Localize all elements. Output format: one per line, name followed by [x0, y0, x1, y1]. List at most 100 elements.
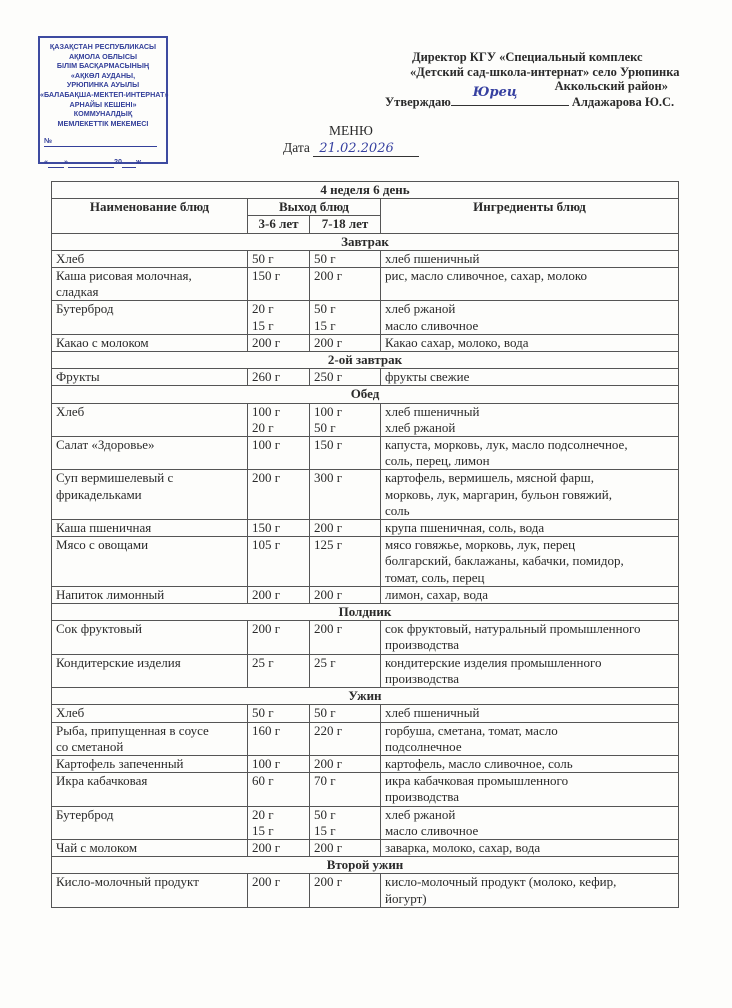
col-age-7-18-header: 7-18 лет: [309, 215, 381, 234]
table-row: Икра кабачковая 60 г 70 г икра кабачковая п…: [51, 772, 679, 807]
dish-name: Суп вермишелевый с фрикадельками: [51, 469, 248, 521]
dish-name: Икра кабачковая: [51, 772, 248, 807]
portion-3-6: 200 г: [247, 585, 310, 605]
dish-name: Хлеб: [51, 704, 248, 723]
table-row: Бутерброд 20 г 15 г 50 г 15 г хлеб ржаной м…: [51, 300, 679, 335]
portion-7-18: 50 г 15 г: [309, 300, 381, 335]
dish-name: Напиток лимонный: [51, 585, 248, 605]
dish-name: Бутерброд: [51, 300, 248, 335]
portion-7-18: 200 г: [309, 838, 381, 858]
dish-name: Кисло-молочный продукт: [51, 873, 248, 908]
approval-signature-line: Утверждаю Юрец Алдажарова Ю.С.: [385, 85, 675, 110]
ingredients: хлеб пшеничный хлеб ржаной: [380, 402, 679, 438]
section-title: Ужин: [51, 687, 679, 706]
table-row: Хлеб 100 г 20 г 100 г 50 г хлеб пшеничный х…: [51, 402, 679, 438]
portion-7-18: 200 г: [309, 620, 381, 655]
portion-3-6: 50 г: [247, 249, 310, 269]
section-title: Завтрак: [51, 232, 679, 251]
table-row: Чай с молоком 200 г 200 г заварка, молоко, …: [51, 838, 679, 858]
section-row: Полдник: [51, 603, 679, 622]
approval-line-3: Аккольский район»: [554, 79, 668, 93]
ingredients: картофель, масло сливочное, соль: [380, 754, 679, 774]
table-row: Салат «Здоровье» 100 г 150 г капуста, морко…: [51, 436, 679, 471]
portion-3-6: 60 г: [247, 772, 310, 807]
dish-name: Хлеб: [51, 402, 248, 438]
portion-7-18: 200 г: [309, 585, 381, 605]
portion-7-18: 70 г: [309, 772, 381, 807]
portion-7-18: 50 г: [309, 249, 381, 269]
approve-label: Утверждаю: [385, 95, 451, 109]
stamp-text-line: УРЮПИНКА АУЫЛЫ: [66, 80, 140, 90]
ingredients: горбуша, сметана, томат, масло подсолнеч…: [380, 721, 679, 756]
section-title: 2-ой завтрак: [51, 351, 679, 370]
stamp-number-line: №: [40, 136, 166, 147]
ingredients: хлеб ржаной масло сливочное: [380, 300, 679, 335]
portion-3-6: 100 г: [247, 436, 310, 471]
portion-7-18: 300 г: [309, 469, 381, 521]
week-day: 4 неделя 6 день: [51, 180, 679, 200]
portion-3-6: 200 г: [247, 838, 310, 858]
dish-name: Кондитерские изделия: [51, 653, 248, 689]
portion-3-6: 200 г: [247, 333, 310, 353]
ingredients: икра кабачковая промышленного производст…: [380, 772, 679, 807]
stamp-number-label: №: [44, 136, 53, 147]
portion-3-6: 100 г 20 г: [247, 402, 310, 438]
portion-7-18: 125 г: [309, 536, 381, 587]
ingredients: хлеб ржаной масло сливочное: [380, 805, 679, 840]
portion-3-6: 105 г: [247, 536, 310, 587]
ingredients: кисло-молочный продукт (молоко, кефир, й…: [380, 873, 679, 908]
portion-7-18: 100 г 50 г: [309, 402, 381, 438]
portion-3-6: 100 г: [247, 754, 310, 774]
director-signature: Юрец: [472, 85, 518, 100]
table-row: Кисло-молочный продукт 200 г 200 г кисло-мо…: [51, 873, 679, 908]
approval-line-1: Директор КГУ «Специальный комплекс: [412, 50, 643, 64]
official-stamp: ҚАЗАҚСТАН РЕСПУБЛИКАСЫ АҚМОЛА ОБЛЫСЫ БІЛІМ…: [38, 36, 169, 168]
portion-7-18: 250 г: [309, 368, 381, 387]
menu-table: 4 неделя 6 день Наименование блюд Выход …: [51, 180, 679, 908]
ingredients: рис, масло сливочное, сахар, молоко: [380, 267, 679, 302]
week-day-row: 4 неделя 6 день: [51, 180, 679, 200]
ingredients: кондитерские изделия промышленного произ…: [380, 653, 679, 689]
stamp-text-line: АРНАЙЫ КЕШЕНІ»: [69, 99, 137, 109]
portion-7-18: 50 г: [309, 704, 381, 723]
table-row: Какао с молоком 200 г 200 г Какао сахар, мо…: [51, 333, 679, 353]
table-row: Рыба, припущенная в соусе со сметаной 160…: [51, 721, 679, 756]
table-row: Суп вермишелевый с фрикадельками 200 г 300…: [51, 469, 679, 521]
dish-name: Фрукты: [51, 368, 248, 387]
table-row: Бутерброд 20 г 15 г 50 г 15 г хлеб ржаной м…: [51, 805, 679, 840]
ingredients: картофель, вермишель, мясной фарш, морко…: [380, 469, 679, 521]
table-row: Сок фруктовый 200 г 200 г сок фруктовый, на…: [51, 620, 679, 655]
portion-3-6: 260 г: [247, 368, 310, 387]
ingredients: фрукты свежие: [380, 368, 679, 387]
approval-line-2: «Детский сад-школа-интернат» село Урюпин…: [410, 65, 680, 79]
col-ingredients-header: Ингредиенты блюд: [380, 198, 679, 234]
dish-name: Каша рисовая молочная, сладкая: [51, 267, 248, 302]
portion-7-18: 25 г: [309, 653, 381, 689]
portion-3-6: 200 г: [247, 873, 310, 908]
dish-name: Хлеб: [51, 249, 248, 269]
director-name: Алдажарова Ю.С.: [571, 95, 675, 109]
header-row-ages: 3-6 лет 7-18 лет: [52, 215, 679, 234]
dish-name: Салат «Здоровье»: [51, 436, 248, 471]
portion-3-6: 160 г: [247, 721, 310, 756]
table-row: Хлеб 50 г 50 г хлеб пшеничный: [51, 704, 679, 723]
portion-7-18: 150 г: [309, 436, 381, 471]
col-output-header: Выход блюд: [247, 198, 381, 217]
dish-name: Бутерброд: [51, 805, 248, 840]
stamp-year: 20: [114, 156, 122, 166]
col-age-3-6-header: 3-6 лет: [247, 215, 310, 234]
table-row: Каша рисовая молочная, сладкая 150 г 200 г…: [51, 267, 679, 302]
stamp-text-line: БІЛІМ БАСҚАРМАСЫНЫҢ: [56, 61, 150, 71]
dish-name: Чай с молоком: [51, 838, 248, 858]
page-title: МЕНЮ: [329, 123, 373, 138]
stamp-text-line: КОММУНАЛДЫҚ: [73, 109, 133, 119]
date-label: Дата: [283, 140, 310, 155]
portion-3-6: 200 г: [247, 620, 310, 655]
portion-3-6: 150 г: [247, 519, 310, 538]
ingredients: Какао сахар, молоко, вода: [380, 333, 679, 353]
portion-7-18: 200 г: [309, 267, 381, 302]
ingredients: мясо говяжье, морковь, лук, перец болгар…: [380, 536, 679, 587]
table-row: Хлеб 50 г 50 г хлеб пшеничный: [51, 249, 679, 269]
stamp-text-line: МЕМЛЕКЕТТІК МЕКЕМЕСІ: [57, 118, 149, 128]
table-row: Каша пшеничная 150 г 200 г крупа пшеничная,…: [51, 519, 679, 538]
